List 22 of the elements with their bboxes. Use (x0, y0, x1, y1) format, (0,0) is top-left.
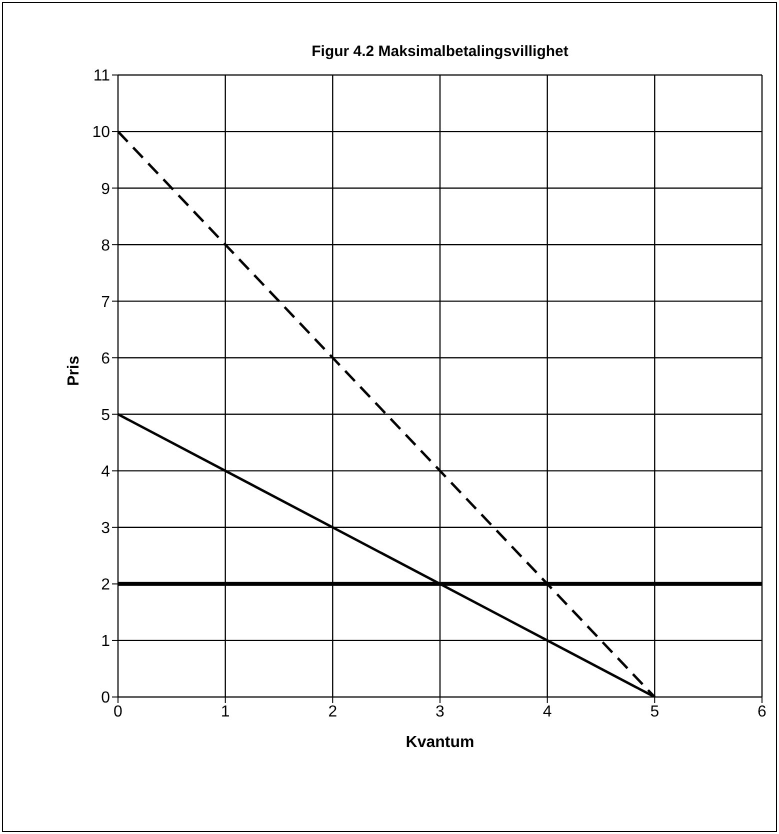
y-tick-label: 9 (101, 180, 110, 198)
y-tick-label: 2 (101, 576, 110, 594)
y-tick-label: 0 (101, 690, 110, 707)
y-tick-label: 11 (93, 68, 110, 85)
x-tick-label: 2 (328, 703, 338, 720)
x-tick-label: 6 (758, 703, 767, 720)
y-tick-label: 4 (101, 464, 110, 480)
y-tick-label: 3 (101, 520, 110, 538)
chart-title: Figur 4.2 Maksimalbetalingsvillighet (310, 43, 570, 60)
x-tick-label: 0 (114, 703, 123, 720)
x-tick-label: 3 (436, 703, 445, 720)
x-tick-label: 4 (542, 703, 552, 720)
y-tick-label: 6 (101, 350, 110, 368)
y-tick-label: 7 (101, 294, 110, 311)
x-tick-label: 1 (220, 703, 230, 720)
x-axis-title: Kvantum (406, 734, 474, 751)
y-axis-title: Pris (66, 356, 83, 386)
y-tick-label: 8 (101, 237, 110, 254)
y-tick-label: 5 (101, 406, 110, 424)
y-tick-label: 1 (101, 633, 110, 650)
y-tick-label: 10 (92, 124, 110, 142)
x-tick-label: 5 (650, 703, 660, 720)
